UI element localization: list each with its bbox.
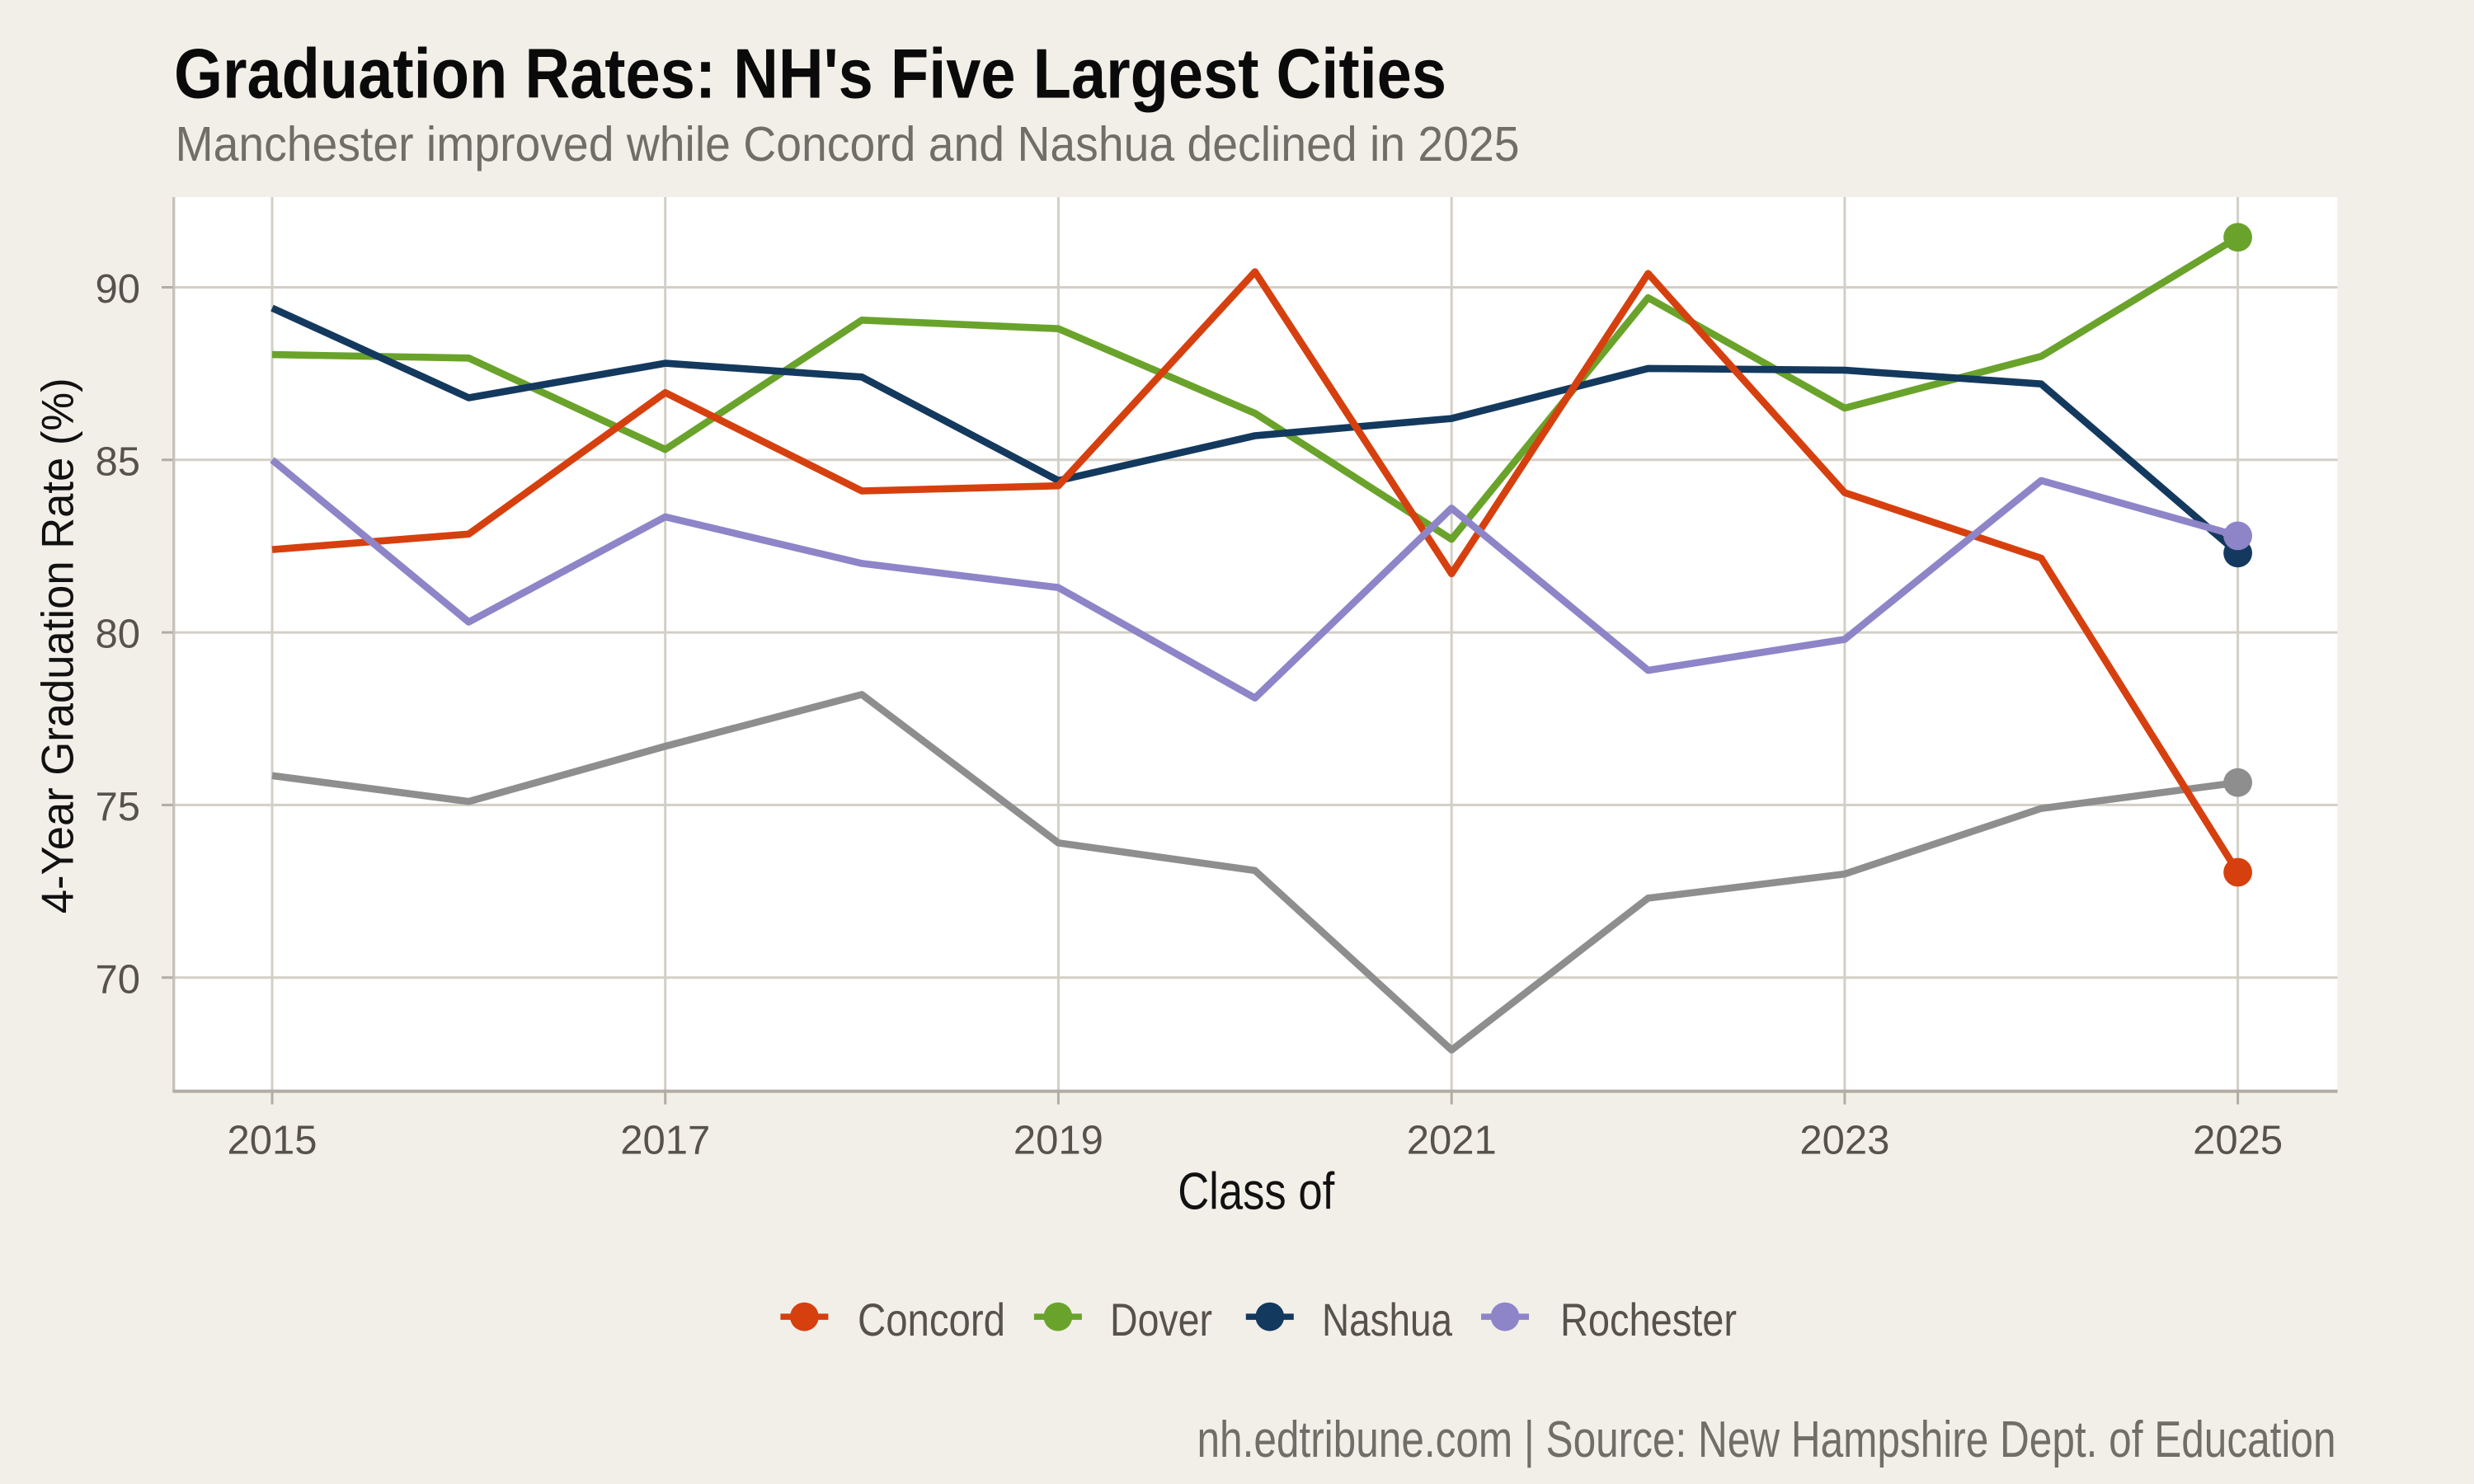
svg-text:2015: 2015 xyxy=(227,1118,317,1162)
svg-text:Nashua: Nashua xyxy=(1322,1294,1452,1345)
svg-text:70: 70 xyxy=(95,957,140,1002)
svg-text:75: 75 xyxy=(95,785,140,829)
svg-text:80: 80 xyxy=(95,613,140,657)
svg-text:nh.edtribune.com | Source: New: nh.edtribune.com | Source: New Hampshire… xyxy=(1197,1411,2336,1468)
svg-text:Rochester: Rochester xyxy=(1560,1294,1737,1345)
svg-text:4-Year Graduation Rate (%): 4-Year Graduation Rate (%) xyxy=(31,378,82,913)
svg-text:90: 90 xyxy=(95,267,140,312)
svg-text:2017: 2017 xyxy=(620,1118,710,1162)
svg-text:2023: 2023 xyxy=(1799,1118,1889,1162)
svg-text:Dover: Dover xyxy=(1110,1294,1212,1345)
svg-text:85: 85 xyxy=(95,439,140,484)
svg-text:Class of: Class of xyxy=(1178,1163,1334,1221)
svg-text:2021: 2021 xyxy=(1407,1118,1497,1162)
svg-text:Manchester improved while Conc: Manchester improved while Concord and Na… xyxy=(176,117,1520,171)
svg-text:2019: 2019 xyxy=(1014,1118,1103,1162)
svg-text:Graduation Rates: NH's Five La: Graduation Rates: NH's Five Largest Citi… xyxy=(174,35,1446,113)
svg-text:Concord: Concord xyxy=(858,1294,1005,1345)
svg-text:2025: 2025 xyxy=(2193,1118,2283,1162)
